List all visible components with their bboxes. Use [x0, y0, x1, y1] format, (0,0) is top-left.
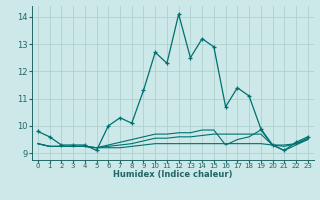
X-axis label: Humidex (Indice chaleur): Humidex (Indice chaleur) — [113, 170, 233, 179]
